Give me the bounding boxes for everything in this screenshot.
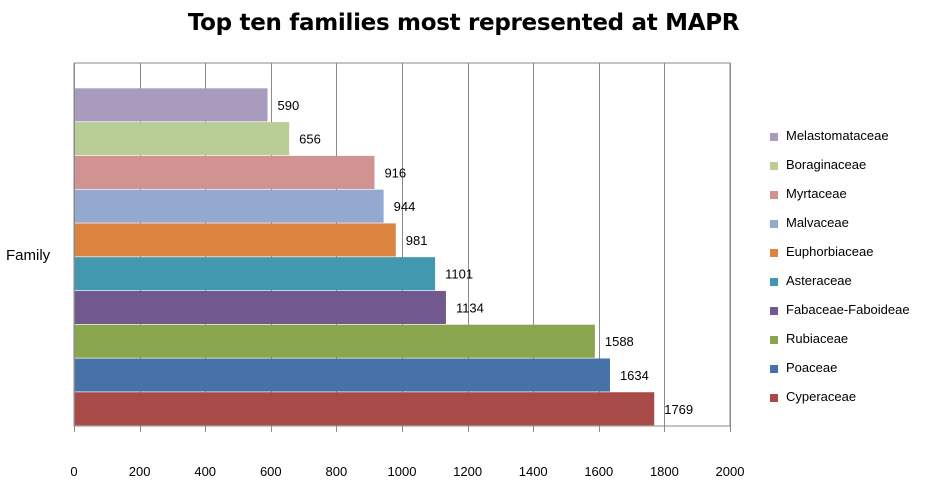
legend-swatch (770, 162, 778, 170)
data-labels: 590 656 916 944 981 1101 1134 1588 1634 1769 (278, 98, 694, 417)
legend-label: Malvaceae (786, 215, 849, 230)
data-label: 944 (394, 199, 416, 214)
legend-label: Melastomataceae (786, 128, 889, 143)
bar-asteraceae (75, 257, 436, 291)
bar-rubiaceae (75, 324, 595, 358)
legend-label: Asteraceae (786, 273, 852, 288)
legend-label: Cyperaceae (786, 389, 857, 404)
bar-melastomataceae (75, 88, 268, 122)
legend-item: Poaceae (770, 360, 925, 389)
bar-boraginaceae (75, 122, 290, 156)
data-label: 1134 (456, 300, 484, 315)
x-tick-label: 0 (70, 464, 77, 479)
legend-item: Euphorbiaceae (770, 244, 925, 273)
data-label: 1101 (445, 267, 473, 282)
legend-swatch (770, 133, 778, 141)
bar-myrtaceae (75, 155, 375, 189)
legend: Melastomataceae Boraginaceae Myrtaceae Malv… (770, 128, 925, 418)
x-tick-label: 2000 (716, 464, 745, 479)
x-tick-label: 400 (194, 464, 216, 479)
data-label: 656 (299, 132, 321, 147)
x-tick-label: 600 (260, 464, 282, 479)
legend-item: Melastomataceae (770, 128, 925, 157)
y-axis-label: Family (6, 247, 51, 264)
x-tick-label: 800 (326, 464, 348, 479)
legend-swatch (770, 220, 778, 228)
legend-item: Fabaceae-Faboideae (770, 302, 925, 331)
x-tick-label: 1200 (453, 464, 482, 479)
x-tick-labels: 0 200 400 600 800 1000 1200 1400 1600 1800 2000 (70, 464, 744, 479)
data-label: 590 (278, 98, 300, 113)
bar-malvaceae (75, 189, 384, 223)
legend-label: Fabaceae-Faboideae (786, 302, 910, 317)
data-label: 981 (406, 233, 428, 248)
legend-swatch (770, 307, 778, 315)
bars (75, 88, 655, 426)
x-tick-label: 1000 (388, 464, 417, 479)
legend-swatch (770, 278, 778, 286)
legend-swatch (770, 365, 778, 373)
legend-label: Poaceae (786, 360, 838, 375)
legend-swatch (770, 191, 778, 199)
legend-label: Myrtaceae (786, 186, 847, 201)
x-tick-label: 1400 (519, 464, 548, 479)
bar-poaceae (75, 358, 610, 392)
chart-title: Top ten families most represented at MAP… (187, 10, 740, 36)
bar-fabaceae-faboideae (75, 290, 446, 325)
legend-swatch (770, 336, 778, 344)
legend-label: Boraginaceae (786, 157, 867, 172)
legend-swatch (770, 394, 778, 402)
legend-item: Rubiaceae (770, 331, 925, 360)
data-label: 916 (384, 165, 406, 180)
legend-item: Cyperaceae (770, 389, 925, 418)
legend-item: Asteraceae (770, 273, 925, 302)
legend-item: Malvaceae (770, 215, 925, 244)
bar-cyperaceae (75, 392, 655, 426)
data-label: 1588 (605, 334, 634, 349)
legend-label: Euphorbiaceae (786, 244, 874, 259)
legend-label: Rubiaceae (786, 331, 849, 346)
x-tick-label: 1800 (650, 464, 679, 479)
x-tick-label: 200 (129, 464, 151, 479)
legend-swatch (770, 249, 778, 257)
data-label: 1634 (620, 368, 649, 383)
legend-item: Boraginaceae (770, 157, 925, 186)
x-tick-label: 1600 (584, 464, 613, 479)
legend-item: Myrtaceae (770, 186, 925, 215)
bar-euphorbiaceae (75, 223, 396, 257)
data-label: 1769 (664, 402, 693, 417)
